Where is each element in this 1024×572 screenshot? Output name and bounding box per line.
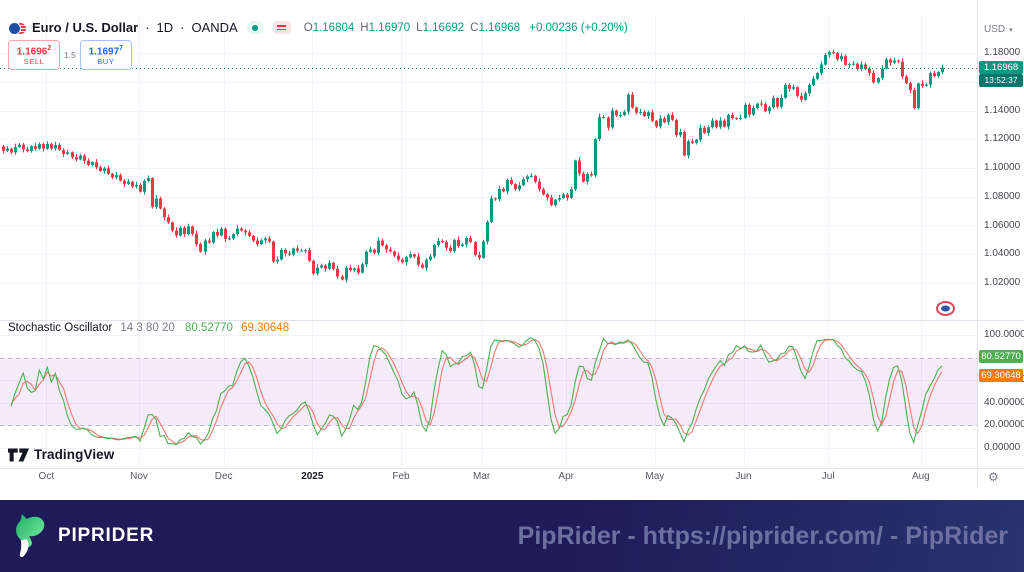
buy-button[interactable]: 1.16977 BUY bbox=[79, 40, 132, 71]
indicator-legend[interactable]: Stochastic Oscillator 14 3 80 20 80.5277… bbox=[8, 322, 289, 334]
time-axis-label: Apr bbox=[558, 471, 574, 482]
price-tick-label: 1.02000 bbox=[984, 277, 1021, 288]
price-chart-canvas[interactable] bbox=[0, 0, 977, 468]
stoch-tick-label: 40.00000 bbox=[984, 396, 1024, 408]
bar-replay-icon[interactable] bbox=[272, 21, 291, 34]
piprider-brand-text: PIPRIDER bbox=[58, 525, 155, 546]
legend-separator: · bbox=[180, 20, 185, 35]
price-tick-label: 1.18000 bbox=[984, 47, 1021, 58]
price-scale-separator bbox=[977, 0, 978, 488]
piprider-logo-icon bbox=[16, 513, 45, 558]
time-axis-label: Nov bbox=[130, 471, 148, 482]
price-tick-label: 1.10000 bbox=[984, 162, 1021, 173]
time-axis-label: May bbox=[645, 471, 665, 482]
stoch-tick-label: 0.00000 bbox=[984, 442, 1021, 453]
stoch-tick-label: 20.00000 bbox=[984, 419, 1024, 431]
order-panel: 1.16962 SELL 1.5 1.16977 BUY bbox=[8, 40, 132, 71]
indicator-params: 14 3 80 20 bbox=[120, 322, 175, 334]
price-tick-label: 1.08000 bbox=[984, 190, 1021, 202]
market-status-icon[interactable] bbox=[246, 21, 264, 34]
indicator-k-value: 80.52770 bbox=[184, 322, 233, 334]
buy-label: BUY bbox=[97, 57, 115, 67]
sell-button[interactable]: 1.16962 SELL bbox=[8, 40, 60, 71]
footer-bar: PIPRIDER PipRider - https://piprider.com… bbox=[0, 500, 1024, 572]
broker-logo-icon bbox=[936, 301, 955, 316]
time-axis-label: Aug bbox=[911, 471, 930, 482]
bar-countdown-badge: 13:52:37 bbox=[979, 74, 1023, 88]
stoch-tick-label: 100.00000 bbox=[984, 329, 1024, 340]
currency-dropdown[interactable]: USD ▾ bbox=[984, 24, 1013, 35]
tradingview-attribution[interactable]: TradingView bbox=[8, 447, 114, 462]
price-tick-label: 1.04000 bbox=[984, 248, 1021, 260]
pane-separator[interactable] bbox=[0, 320, 1024, 321]
symbol-legend[interactable]: Euro / U.S. Dollar · 1D · OANDA O1.16804… bbox=[8, 20, 628, 35]
time-axis-label: Jul bbox=[821, 471, 835, 482]
time-axis[interactable]: Oct Nov Dec 2025 Feb Mar Apr May Jun Jul Aug bbox=[0, 471, 977, 487]
timezone-settings-gear-icon[interactable]: ⚙ bbox=[988, 470, 999, 484]
time-axis-label: Jun bbox=[735, 471, 752, 482]
time-axis-label: Oct bbox=[38, 471, 55, 482]
chart-area: Euro / U.S. Dollar · 1D · OANDA O1.16804… bbox=[0, 0, 1024, 488]
time-axis-separator bbox=[0, 468, 1024, 469]
symbol-title[interactable]: Euro / U.S. Dollar bbox=[32, 20, 139, 35]
stoch-k-badge: 80.52770 bbox=[979, 350, 1023, 363]
time-axis-label: Mar bbox=[472, 471, 491, 482]
legend-separator: · bbox=[145, 20, 150, 35]
time-axis-label: 2025 bbox=[301, 471, 324, 482]
exchange-label: OANDA bbox=[191, 20, 238, 35]
tradingview-logo-icon bbox=[8, 448, 29, 461]
stoch-d-badge: 69.30648 bbox=[979, 369, 1023, 383]
price-tick-label: 1.12000 bbox=[984, 133, 1021, 145]
footer-caption: PipRider - https://piprider.com/ - PipRi… bbox=[517, 521, 1008, 550]
time-axis-label: Feb bbox=[392, 471, 410, 482]
spread-value: 1.5 bbox=[64, 50, 76, 61]
tradingview-logo-text: TradingView bbox=[34, 447, 115, 462]
sell-label: SELL bbox=[23, 57, 45, 67]
price-tick-label: 1.06000 bbox=[984, 219, 1021, 231]
price-tick-label: 1.14000 bbox=[984, 104, 1021, 116]
indicator-d-value: 69.30648 bbox=[241, 322, 290, 334]
time-axis-label: Dec bbox=[214, 471, 233, 482]
currency-pair-icon bbox=[8, 21, 27, 35]
ohlc-values: O1.16804 H1.16970 L1.16692 C1.16968 +0.0023… bbox=[303, 21, 628, 34]
last-price-badge: 1.16968 bbox=[979, 61, 1023, 75]
interval-label[interactable]: 1D bbox=[156, 20, 174, 35]
chevron-down-icon: ▾ bbox=[1009, 27, 1013, 34]
indicator-name[interactable]: Stochastic Oscillator bbox=[8, 322, 113, 334]
